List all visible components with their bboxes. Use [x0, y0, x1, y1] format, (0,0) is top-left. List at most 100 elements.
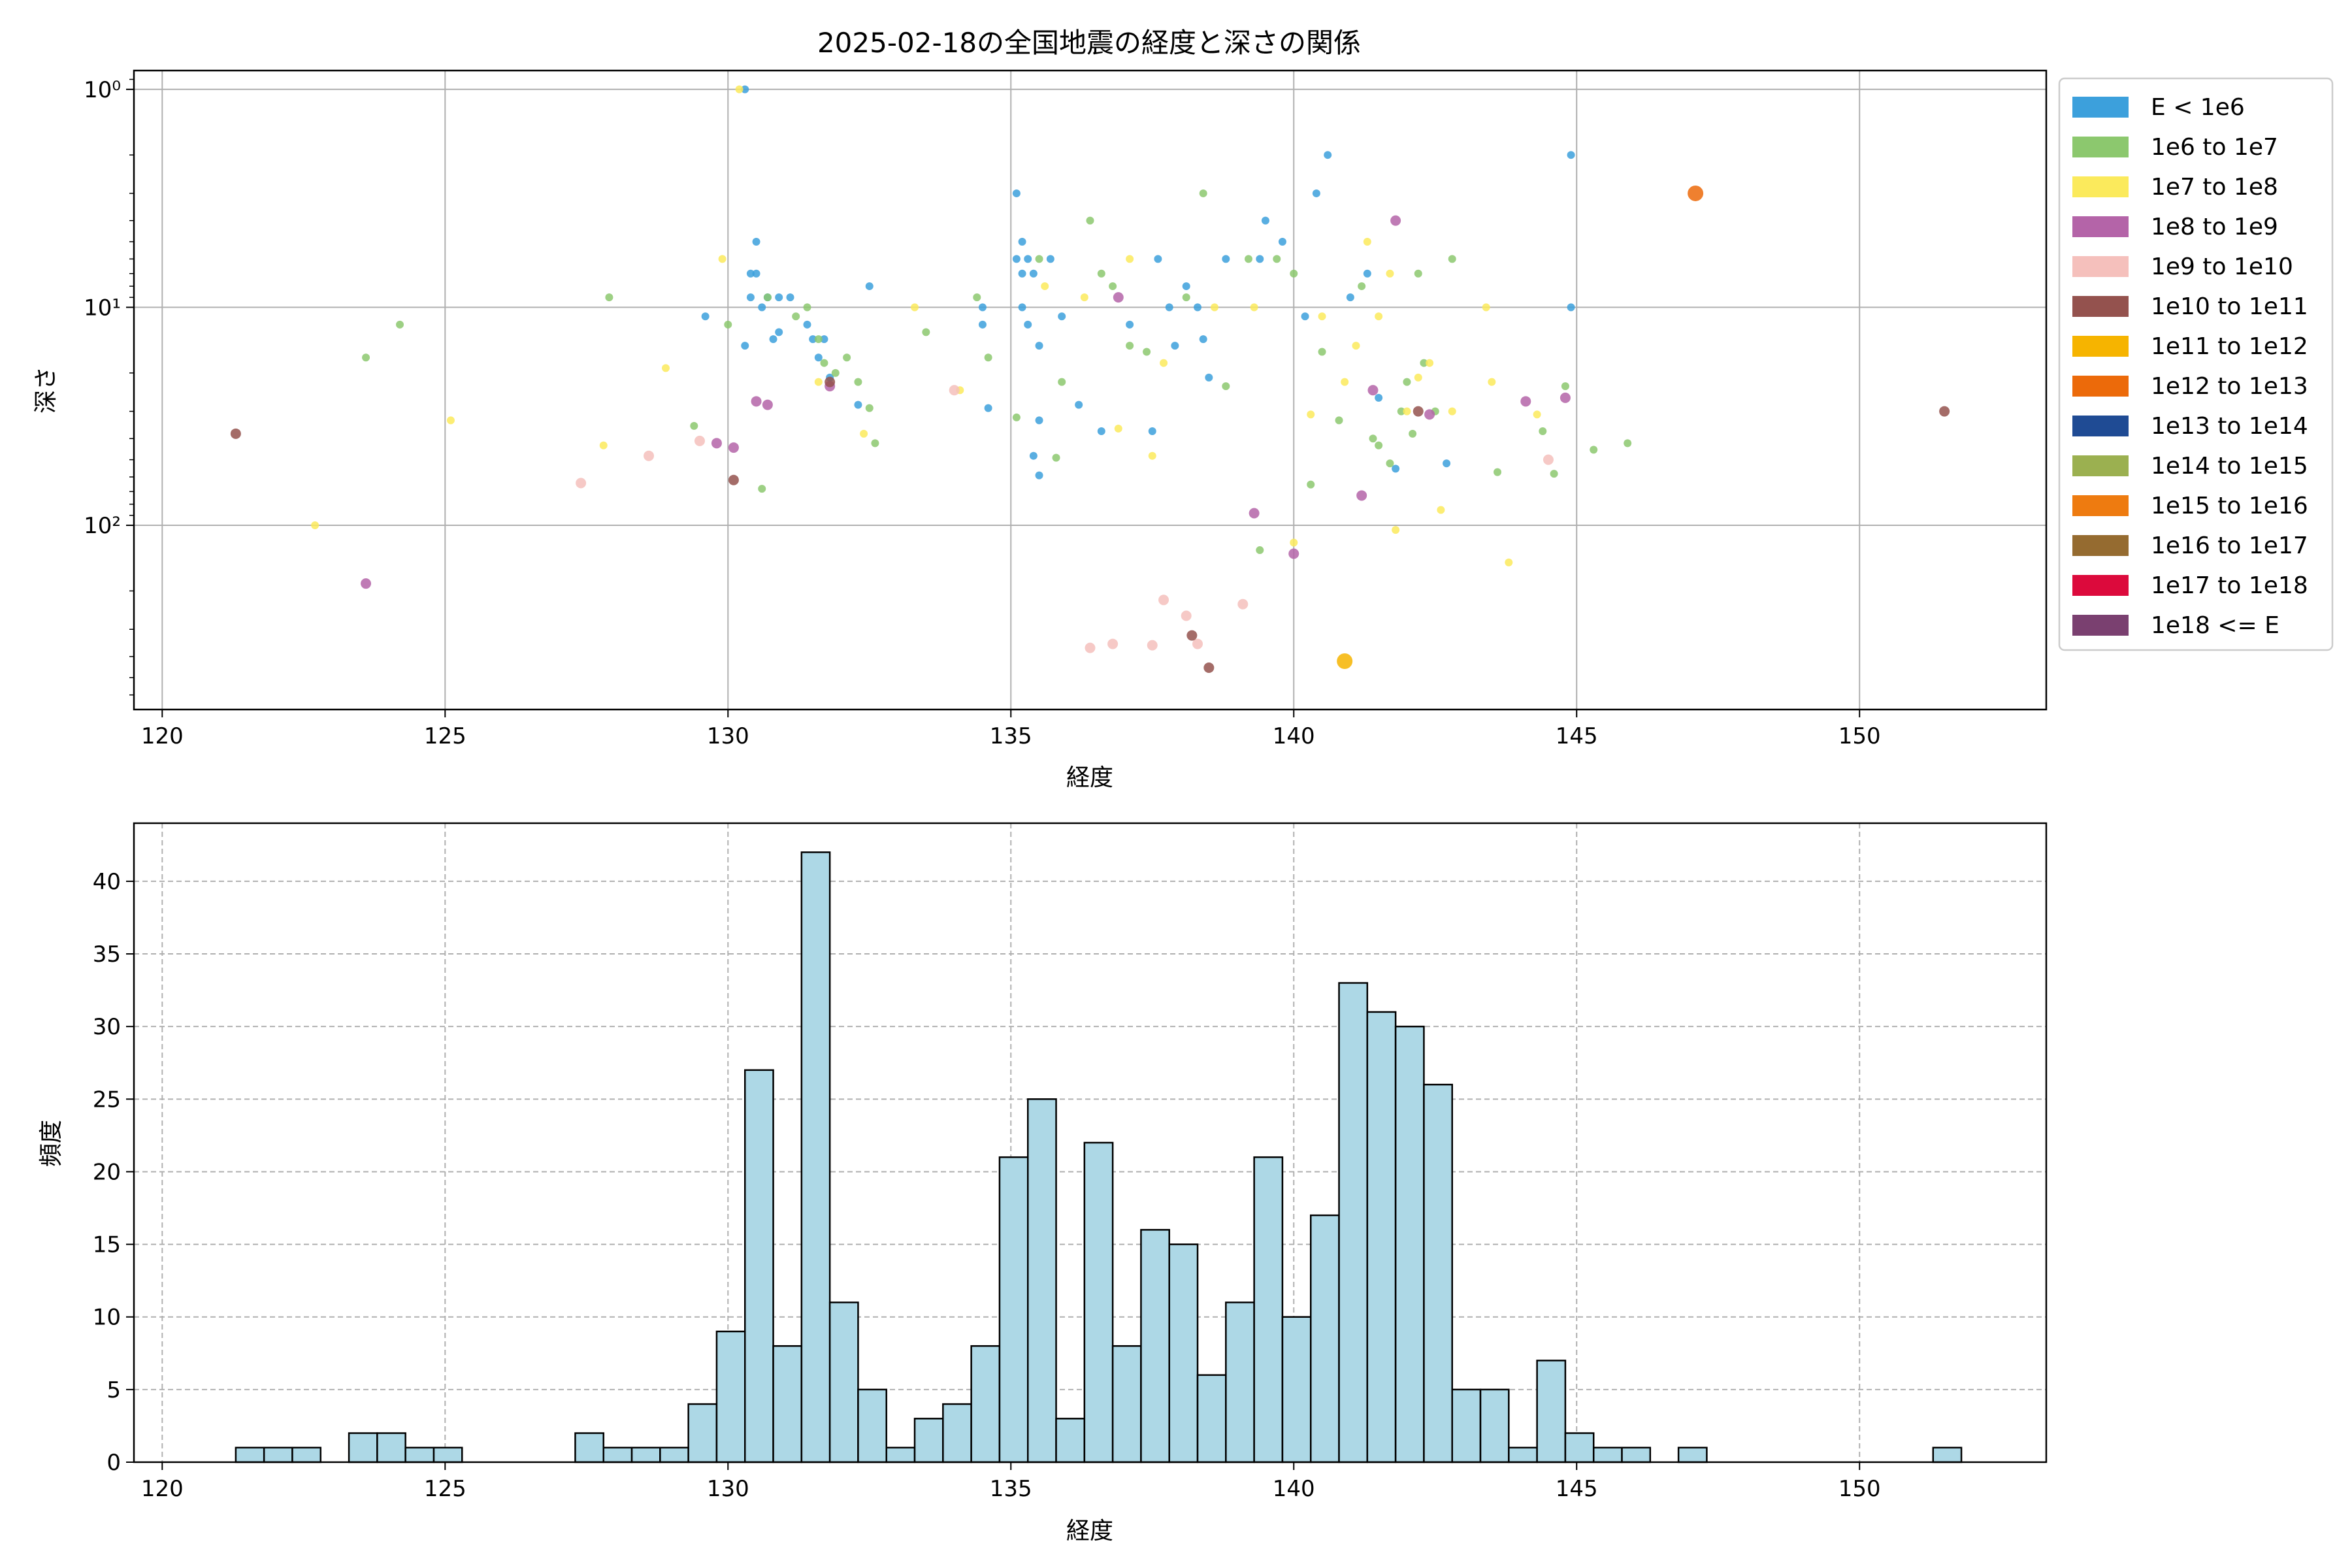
- scatter-point: [1024, 320, 1032, 329]
- histogram-x-tick-label: 120: [141, 1476, 184, 1502]
- scatter-point: [1413, 406, 1424, 417]
- scatter-point: [1939, 406, 1950, 417]
- histogram-bar: [1451, 1388, 1482, 1463]
- scatter-point: [1052, 453, 1060, 462]
- scatter-point: [825, 376, 836, 387]
- scatter-point: [911, 303, 919, 312]
- legend-label: 1e15 to 1e16: [2151, 493, 2308, 519]
- scatter-point: [605, 293, 613, 302]
- histogram-bar: [715, 1330, 746, 1463]
- scatter-point: [1520, 396, 1531, 407]
- scatter-point: [361, 578, 372, 589]
- legend-label: 1e9 to 1e10: [2151, 253, 2293, 280]
- scatter-y-ticks: 10⁰ 10¹ 10²: [84, 77, 134, 696]
- scatter-point: [701, 312, 710, 321]
- legend-items: E < 1e6 1e6 to 1e7 1e7 to 1e8 1e8 to 1e9 1e9…: [2072, 94, 2308, 639]
- scatter-y-tick-label: 10⁰: [84, 77, 121, 103]
- histogram-bar: [1677, 1446, 1708, 1463]
- histogram-bar: [1394, 1025, 1425, 1463]
- scatter-point: [1539, 427, 1547, 435]
- histogram-bar: [857, 1388, 887, 1463]
- scatter-x-tick-label: 140: [1273, 723, 1315, 749]
- histogram-bar: [1026, 1098, 1057, 1463]
- scatter-point: [1035, 471, 1043, 480]
- scatter-point: [1318, 348, 1326, 356]
- scatter-point: [1256, 546, 1264, 555]
- histogram-bar: [602, 1446, 633, 1463]
- scatter-point: [1203, 662, 1215, 673]
- histogram-y-tick-label: 40: [93, 869, 121, 895]
- histogram-bar: [630, 1446, 661, 1463]
- legend: E < 1e6 1e6 to 1e7 1e7 to 1e8 1e8 to 1e9 1e9…: [2058, 77, 2334, 651]
- histogram-x-tick-label: 130: [707, 1476, 749, 1502]
- legend-swatch: [2072, 256, 2129, 277]
- scatter-point: [1424, 409, 1435, 420]
- scatter-plot-frame: [133, 69, 2048, 711]
- scatter-point: [1192, 638, 1203, 649]
- scatter-point: [1211, 303, 1219, 312]
- scatter-point: [1335, 416, 1343, 425]
- scatter-point: [1018, 237, 1026, 246]
- scatter-point: [865, 282, 874, 291]
- scatter-point: [1341, 378, 1349, 386]
- scatter-point: [1186, 630, 1198, 641]
- scatter-point: [758, 303, 766, 312]
- scatter-point: [763, 293, 772, 302]
- histogram-bar: [970, 1345, 1001, 1463]
- scatter-point: [1567, 151, 1575, 159]
- histogram-y-tick-label: 35: [93, 941, 121, 968]
- scatter-point: [1543, 454, 1554, 465]
- histogram-bar: [376, 1432, 406, 1463]
- histogram-y-tick-label: 25: [93, 1086, 121, 1113]
- scatter-point: [758, 485, 766, 493]
- legend-label: 1e12 to 1e13: [2151, 373, 2308, 400]
- scatter-point: [814, 353, 823, 362]
- legend-label: 1e8 to 1e9: [2151, 214, 2278, 240]
- histogram-bar: [913, 1418, 944, 1463]
- scatter-plot: 120 125 130 135 140 145 150 10⁰ 10¹ 10² 経度 深さ: [33, 69, 2048, 791]
- scatter-point: [1356, 490, 1367, 501]
- scatter-point: [1097, 427, 1105, 435]
- scatter-point: [1126, 255, 1134, 263]
- scatter-point: [1107, 638, 1119, 649]
- legend-label: 1e11 to 1e12: [2151, 333, 2308, 360]
- scatter-point: [1086, 216, 1094, 225]
- scatter-point: [984, 353, 992, 362]
- histogram-bar: [1055, 1418, 1086, 1463]
- scatter-x-tick-label: 125: [424, 723, 466, 749]
- scatter-x-tick-label: 150: [1838, 723, 1881, 749]
- legend-swatch: [2072, 216, 2129, 237]
- histogram-x-tick-label: 135: [990, 1476, 1032, 1502]
- scatter-point: [1426, 359, 1434, 367]
- scatter-point: [1075, 400, 1083, 409]
- scatter-point: [1561, 382, 1569, 391]
- scatter-point: [1035, 416, 1043, 425]
- histogram-y-tick-label: 10: [93, 1305, 121, 1331]
- scatter-point: [1369, 434, 1377, 443]
- scatter-point: [1346, 293, 1354, 302]
- scatter-point: [751, 396, 762, 407]
- scatter-x-ticks: 120 125 130 135 140 145 150: [141, 710, 1881, 749]
- scatter-point: [1199, 335, 1207, 344]
- histogram-bar: [291, 1446, 322, 1463]
- scatter-point: [792, 312, 800, 321]
- scatter-point: [973, 293, 981, 302]
- scatter-y-tick-label: 10¹: [84, 295, 121, 321]
- legend-frame: [2058, 77, 2334, 651]
- scatter-point: [1352, 342, 1360, 350]
- legend-swatch: [2072, 137, 2129, 157]
- scatter-point: [1158, 595, 1169, 606]
- scatter-point: [814, 335, 823, 344]
- histogram-bar: [1338, 982, 1369, 1463]
- scatter-point: [694, 435, 705, 446]
- scatter-point: [1375, 441, 1383, 449]
- histogram-bar: [885, 1446, 916, 1463]
- scatter-points: [230, 85, 1950, 673]
- scatter-point: [820, 335, 828, 344]
- histogram-bar: [1479, 1388, 1510, 1463]
- scatter-point: [1358, 282, 1366, 291]
- scatter-plot-area: [134, 71, 2046, 710]
- scatter-point: [978, 303, 987, 312]
- histogram-plot: 120 125 130 135 140 145 150 0 5 10 15 20 25 30 35 40 経…: [38, 822, 2048, 1544]
- scatter-x-tick-label: 130: [707, 723, 749, 749]
